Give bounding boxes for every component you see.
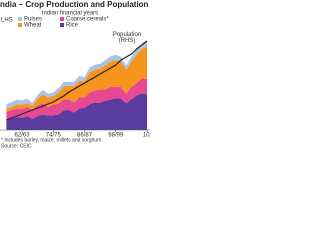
left-axis-label: LHS: [1, 18, 13, 24]
legend-swatch: [60, 17, 64, 21]
x-tick-label: 62/63: [15, 133, 31, 139]
population-line: [6, 40, 148, 121]
x-tick-label: 98/99: [108, 133, 124, 139]
area: [6, 46, 148, 112]
legend-swatch: [18, 23, 22, 27]
areas: [6, 40, 148, 130]
legend-label: Pulses: [24, 17, 42, 23]
area: [6, 40, 148, 109]
annotation-line: (RHS): [119, 38, 136, 44]
legend-label: Rice: [66, 23, 79, 29]
area: [6, 93, 148, 130]
x-tick-label: 74/75: [46, 133, 62, 139]
x-tick-label: 10/: [143, 133, 150, 139]
legend-label: Coarse cereals*: [66, 17, 109, 23]
chart-title: ndia – Crop Production and Population: [0, 0, 149, 9]
legend-label: Wheat: [24, 23, 42, 29]
legend-swatch: [60, 23, 64, 27]
chart-subtitle: Indian financial years: [42, 11, 98, 17]
annotation: Population (RHS): [113, 32, 141, 44]
x-tick-label: 86/87: [77, 133, 93, 139]
legend-swatch: [18, 17, 22, 21]
chart: ndia – Crop Production and Population In…: [0, 0, 150, 149]
area: [6, 78, 148, 120]
source: Source: CEIC: [1, 143, 32, 149]
annotation-line: Population: [113, 32, 141, 38]
footnote: * Includes barley, maize, millets and so…: [1, 137, 101, 143]
